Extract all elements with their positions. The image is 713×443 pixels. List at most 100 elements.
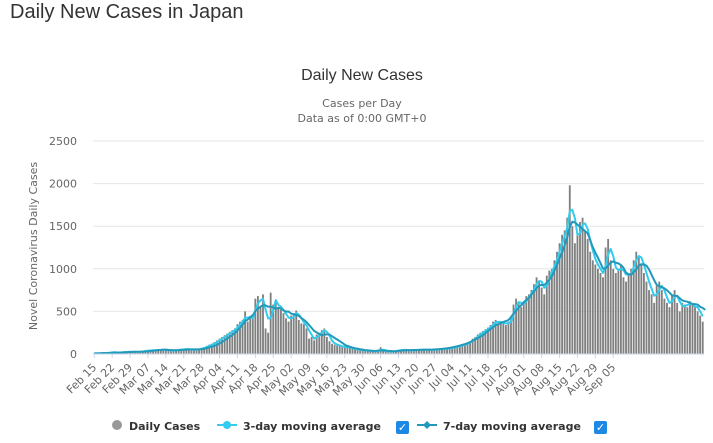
daily-case-bar[interactable] xyxy=(377,350,379,354)
daily-case-bar[interactable] xyxy=(200,348,203,354)
daily-case-bar[interactable] xyxy=(412,350,415,354)
daily-case-bar[interactable] xyxy=(653,302,656,354)
daily-case-bar[interactable] xyxy=(279,309,282,354)
daily-case-bar[interactable] xyxy=(481,330,484,354)
daily-case-bar[interactable] xyxy=(180,349,183,354)
daily-case-bar[interactable] xyxy=(264,328,267,354)
daily-case-bar[interactable] xyxy=(579,221,581,354)
daily-case-bar[interactable] xyxy=(602,277,604,354)
daily-case-bar[interactable] xyxy=(433,349,436,354)
daily-case-bar[interactable] xyxy=(545,275,548,354)
daily-case-bar[interactable] xyxy=(625,281,627,354)
daily-case-bar[interactable] xyxy=(497,324,500,354)
daily-case-bar[interactable] xyxy=(604,247,607,355)
daily-case-bar[interactable] xyxy=(231,330,234,354)
daily-case-bar[interactable] xyxy=(458,345,461,354)
daily-case-bar[interactable] xyxy=(397,350,400,354)
daily-case-bar[interactable] xyxy=(507,321,510,354)
daily-case-bar[interactable] xyxy=(366,350,369,354)
daily-case-bar[interactable] xyxy=(305,328,308,354)
daily-case-bar[interactable] xyxy=(208,344,211,354)
daily-case-bar[interactable] xyxy=(438,348,441,354)
daily-case-bar[interactable] xyxy=(198,348,201,354)
daily-case-bar[interactable] xyxy=(190,350,193,354)
daily-case-bar[interactable] xyxy=(548,270,551,354)
daily-case-bar[interactable] xyxy=(323,328,326,354)
daily-case-bar[interactable] xyxy=(295,310,298,354)
daily-case-bar[interactable] xyxy=(658,281,661,354)
daily-case-bar[interactable] xyxy=(655,285,658,354)
daily-case-bar[interactable] xyxy=(584,230,587,354)
daily-case-bar[interactable] xyxy=(420,349,423,354)
daily-case-bar[interactable] xyxy=(425,349,428,354)
daily-case-bar[interactable] xyxy=(504,325,507,354)
daily-case-bar[interactable] xyxy=(159,349,162,354)
daily-case-bar[interactable] xyxy=(195,349,198,354)
daily-case-bar[interactable] xyxy=(594,264,597,354)
daily-case-bar[interactable] xyxy=(527,294,530,354)
daily-case-bar[interactable] xyxy=(619,264,622,354)
daily-case-bar[interactable] xyxy=(274,302,277,354)
daily-case-bar[interactable] xyxy=(696,311,699,354)
daily-case-bar[interactable] xyxy=(599,273,602,354)
daily-case-bar[interactable] xyxy=(221,336,224,354)
daily-case-bar[interactable] xyxy=(325,336,328,354)
daily-case-bar[interactable] xyxy=(154,350,157,354)
daily-case-bar[interactable] xyxy=(538,281,541,354)
daily-case-bar[interactable] xyxy=(251,315,254,354)
daily-case-bar[interactable] xyxy=(333,344,336,354)
daily-case-bar[interactable] xyxy=(354,349,356,354)
daily-case-bar[interactable] xyxy=(632,260,635,354)
daily-case-bar[interactable] xyxy=(203,347,206,354)
daily-case-bar[interactable] xyxy=(241,319,244,354)
daily-case-bar[interactable] xyxy=(650,294,653,354)
daily-case-bar[interactable] xyxy=(407,350,410,354)
daily-case-bar[interactable] xyxy=(492,321,495,354)
daily-case-bar[interactable] xyxy=(262,294,264,354)
daily-case-bar[interactable] xyxy=(302,324,305,354)
daily-case-bar[interactable] xyxy=(287,321,290,354)
daily-case-bar[interactable] xyxy=(530,290,533,354)
daily-case-bar[interactable] xyxy=(499,321,502,354)
daily-case-bar[interactable] xyxy=(269,292,272,354)
daily-case-bar[interactable] xyxy=(683,304,686,354)
daily-case-bar[interactable] xyxy=(244,311,247,354)
daily-case-bar[interactable] xyxy=(290,315,293,354)
daily-case-bar[interactable] xyxy=(591,260,594,354)
daily-case-bar[interactable] xyxy=(701,321,704,354)
daily-case-bar[interactable] xyxy=(469,341,472,354)
daily-case-bar[interactable] xyxy=(553,260,556,354)
legend-item-3-day-moving-average[interactable]: 3-day moving average xyxy=(217,420,381,433)
daily-case-bar[interactable] xyxy=(336,345,339,354)
daily-case-bar[interactable] xyxy=(272,304,275,354)
daily-case-bar[interactable] xyxy=(249,318,252,354)
daily-case-bar[interactable] xyxy=(172,350,175,354)
daily-case-bar[interactable] xyxy=(369,351,372,354)
daily-case-bar[interactable] xyxy=(686,307,689,354)
daily-case-bar[interactable] xyxy=(640,264,643,354)
daily-case-bar[interactable] xyxy=(361,350,364,354)
daily-case-bar[interactable] xyxy=(589,251,592,354)
daily-case-bar[interactable] xyxy=(671,294,673,354)
daily-case-bar[interactable] xyxy=(586,238,589,354)
daily-case-bar[interactable] xyxy=(525,296,528,354)
daily-case-bar[interactable] xyxy=(331,343,333,354)
legend-checkbox-3-day[interactable]: ✓ xyxy=(396,421,409,434)
daily-case-bar[interactable] xyxy=(502,323,505,354)
daily-case-bar[interactable] xyxy=(193,349,195,354)
daily-case-bar[interactable] xyxy=(566,217,569,354)
daily-case-bar[interactable] xyxy=(277,307,280,354)
daily-case-bar[interactable] xyxy=(328,341,331,354)
daily-case-bar[interactable] xyxy=(374,351,377,354)
daily-case-bar[interactable] xyxy=(228,331,231,354)
daily-case-bar[interactable] xyxy=(676,302,679,354)
daily-case-bar[interactable] xyxy=(338,346,341,354)
daily-case-bar[interactable] xyxy=(430,350,433,354)
daily-case-bar[interactable] xyxy=(364,350,367,354)
daily-case-bar[interactable] xyxy=(456,346,459,354)
daily-case-bar[interactable] xyxy=(389,351,392,354)
daily-case-bar[interactable] xyxy=(285,318,287,354)
daily-case-bar[interactable] xyxy=(645,281,648,354)
daily-case-bar[interactable] xyxy=(162,349,165,354)
daily-case-bar[interactable] xyxy=(167,350,170,354)
